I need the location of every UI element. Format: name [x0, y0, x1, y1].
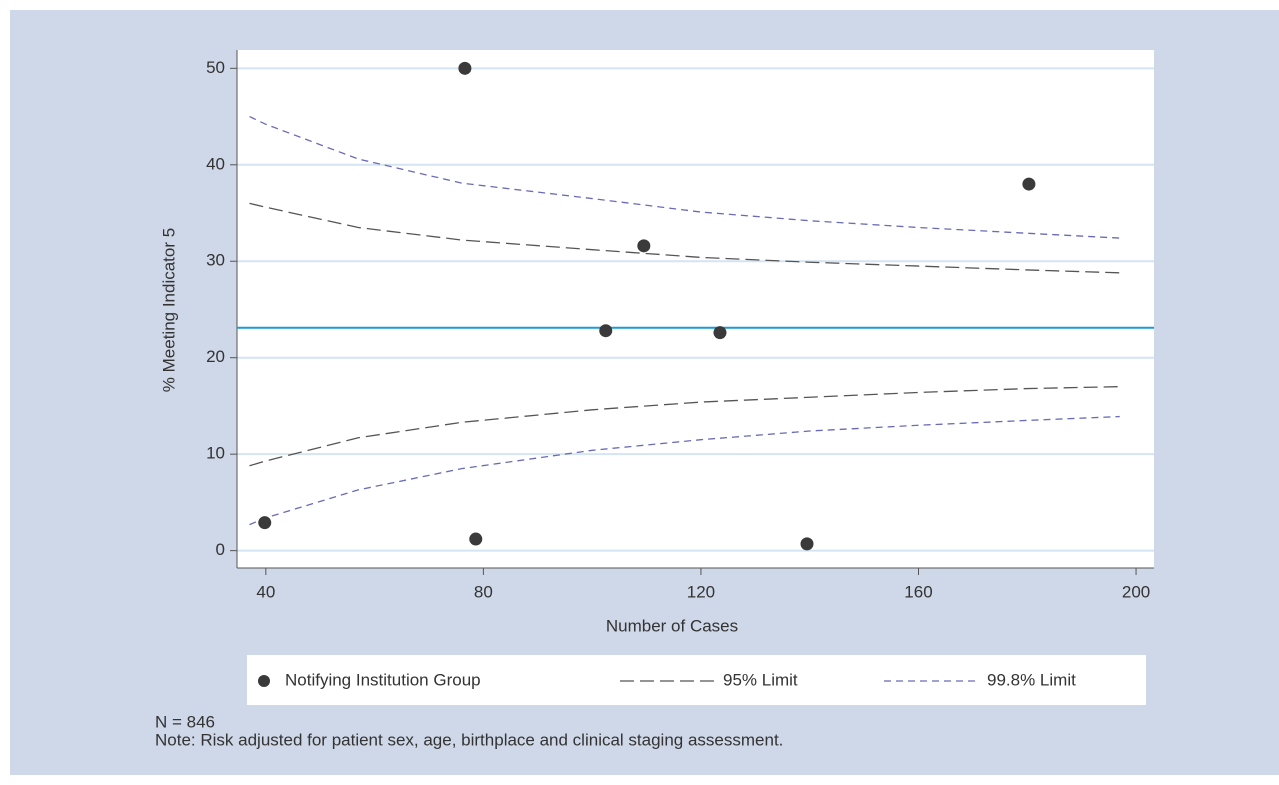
footnote: Note: Risk adjusted for patient sex, age…: [155, 730, 783, 749]
x-tick-label: 40: [256, 582, 275, 601]
legend-box: [247, 655, 1146, 705]
data-point: [458, 61, 472, 75]
limit-line: [249, 115, 1120, 239]
legend-marker: [258, 675, 270, 687]
x-axis-label: Number of Cases: [606, 616, 738, 635]
limit-line: [249, 415, 1120, 526]
y-tick-label: 50: [206, 58, 225, 77]
plot-area: [237, 50, 1154, 568]
data-point: [1022, 177, 1036, 191]
y-tick-label: 0: [216, 540, 225, 559]
footnote: N = 846: [155, 712, 215, 731]
x-tick-label: 120: [687, 582, 715, 601]
y-tick-label: 10: [206, 444, 225, 463]
y-tick-label: 30: [206, 251, 225, 270]
data-point: [469, 532, 483, 546]
x-tick-label: 160: [904, 582, 932, 601]
y-tick-label: 20: [206, 347, 225, 366]
limit-line: [249, 202, 1120, 274]
legend-label: 95% Limit: [723, 670, 798, 689]
data-point: [713, 326, 727, 340]
data-point: [258, 516, 272, 530]
y-tick-label: 40: [206, 154, 225, 173]
legend-label: Notifying Institution Group: [285, 670, 481, 689]
data-point: [800, 537, 814, 551]
x-tick-label: 80: [474, 582, 493, 601]
y-axis-label: % Meeting Indicator 5: [159, 228, 178, 392]
legend-label: 99.8% Limit: [987, 670, 1076, 689]
limit-line: [249, 386, 1120, 467]
data-point: [599, 324, 613, 338]
data-point: [637, 239, 651, 253]
x-tick-label: 200: [1122, 582, 1150, 601]
